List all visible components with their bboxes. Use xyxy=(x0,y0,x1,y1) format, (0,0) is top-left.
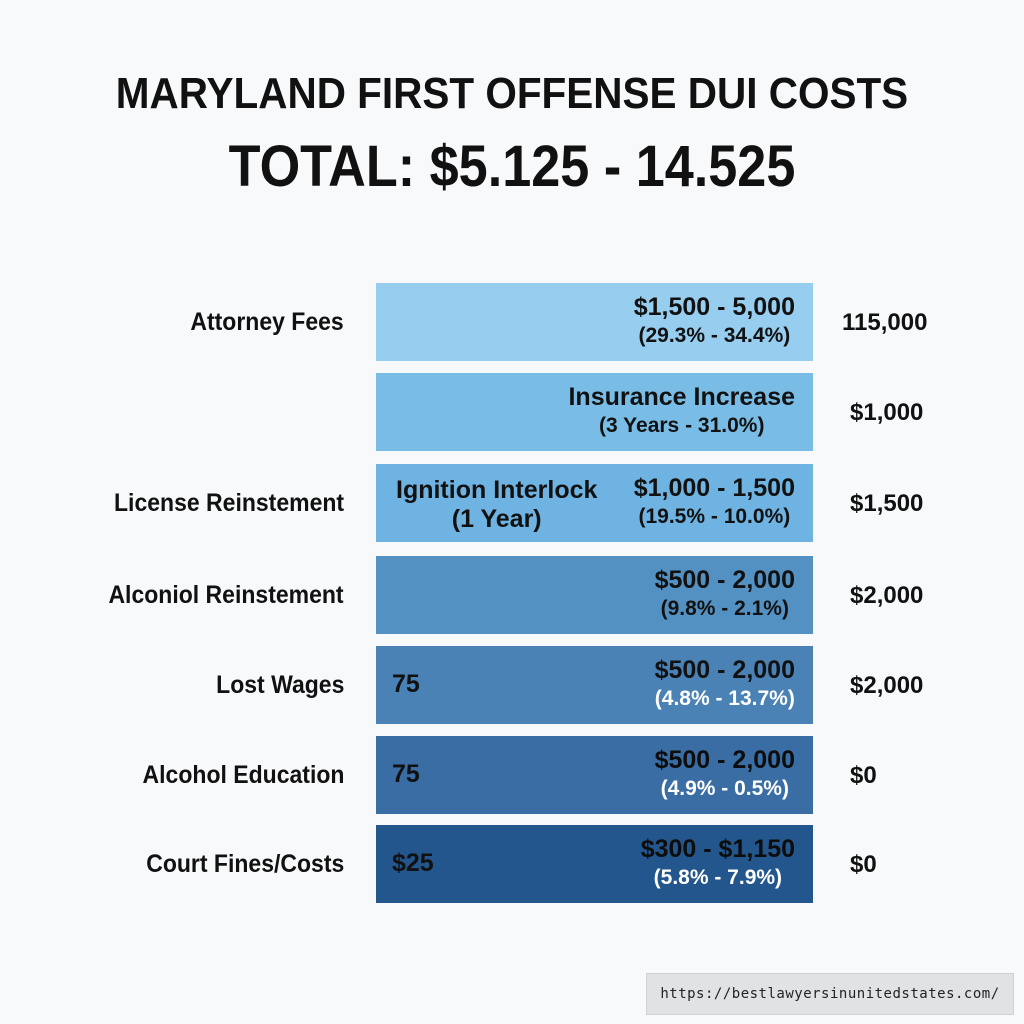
right-value: $2,000 xyxy=(850,582,924,609)
bar-value-detail: (19.5% - 10.0%) xyxy=(638,505,791,528)
bar-value-range: $1,500 - 5,000 xyxy=(633,293,795,321)
bar-value-detail: (4.8% - 13.7%) xyxy=(654,687,795,710)
bar-left-label: $25 xyxy=(392,849,434,877)
cost-bar: $300 - $1,150 (5.8% - 7.9%) $25 xyxy=(376,825,813,903)
right-value: 115,000 xyxy=(842,309,928,336)
bar-left-label: 75 xyxy=(392,670,420,698)
cost-bar: Insurance Increase (3 Years - 31.0%) xyxy=(376,373,813,451)
row-label: Attorney Fees xyxy=(190,308,344,336)
bar-value-detail: (29.3% - 34.4%) xyxy=(638,324,791,347)
bar-value-detail: (3 Years - 31.0%) xyxy=(599,414,765,437)
row-label: Alconiol Reinstement xyxy=(108,581,344,609)
bar-value-label: $500 - 2,000 (4.9% - 0.5%) xyxy=(655,746,795,802)
bar-value-range: Insurance Increase xyxy=(568,383,795,411)
right-value: $0 xyxy=(850,762,877,789)
bar-value-detail: (5.8% - 7.9%) xyxy=(653,866,783,889)
right-value: $2,000 xyxy=(850,672,924,699)
bar-value-detail: (4.9% - 0.5%) xyxy=(660,777,789,800)
bar-left-line: Ignition Interlock xyxy=(396,476,598,504)
bar-value-label: $300 - $1,150 (5.8% - 7.9%) xyxy=(641,835,795,891)
bar-left-label: 75 xyxy=(392,760,420,788)
bar-value-range: $500 - 2,000 xyxy=(654,566,795,594)
cost-bar: $1,000 - 1,500 (19.5% - 10.0%) Ignition In… xyxy=(376,464,813,542)
chart-title: MARYLAND FIRST OFFENSE DUI COSTS xyxy=(115,69,909,118)
bar-left-label: Ignition Interlock (1 Year) xyxy=(396,476,597,534)
bar-left-line: (1 Year) xyxy=(451,505,542,533)
bar-value-label: $1,000 - 1,500 (19.5% - 10.0%) xyxy=(634,474,795,530)
row-label: Alcohol Education xyxy=(142,761,344,789)
cost-bar: $500 - 2,000 (4.9% - 0.5%) 75 xyxy=(376,736,813,814)
bar-value-range: $1,000 - 1,500 xyxy=(633,474,795,502)
cost-bar: $500 - 2,000 (4.8% - 13.7%) 75 xyxy=(376,646,813,724)
row-label: Lost Wages xyxy=(215,671,344,699)
cost-bar: $500 - 2,000 (9.8% - 2.1%) xyxy=(376,556,813,634)
right-value: $1,000 xyxy=(850,399,924,426)
chart-subtitle: TOTAL: $5.125 - 14.525 xyxy=(228,134,796,199)
bar-value-detail: (9.8% - 2.1%) xyxy=(660,597,789,620)
bar-value-label: $1,500 - 5,000 (29.3% - 34.4%) xyxy=(634,293,795,349)
bar-value-range: $500 - 2,000 xyxy=(654,656,795,684)
bar-value-range: $300 - $1,150 xyxy=(640,835,795,863)
right-value: $0 xyxy=(850,851,877,878)
bar-value-label: $500 - 2,000 (9.8% - 2.1%) xyxy=(655,566,795,622)
row-label: Court Fines/Costs xyxy=(145,850,344,878)
right-value: $1,500 xyxy=(850,490,924,517)
bar-value-label: $500 - 2,000 (4.8% - 13.7%) xyxy=(655,656,795,712)
cost-bar: $1,500 - 5,000 (29.3% - 34.4%) xyxy=(376,283,813,361)
bar-value-range: $500 - 2,000 xyxy=(654,746,795,774)
row-label: License Reinstement xyxy=(113,489,344,517)
source-url-watermark: https://bestlawyersinunitedstates.com/ xyxy=(646,973,1014,1015)
bar-value-label: Insurance Increase (3 Years - 31.0%) xyxy=(568,383,795,439)
